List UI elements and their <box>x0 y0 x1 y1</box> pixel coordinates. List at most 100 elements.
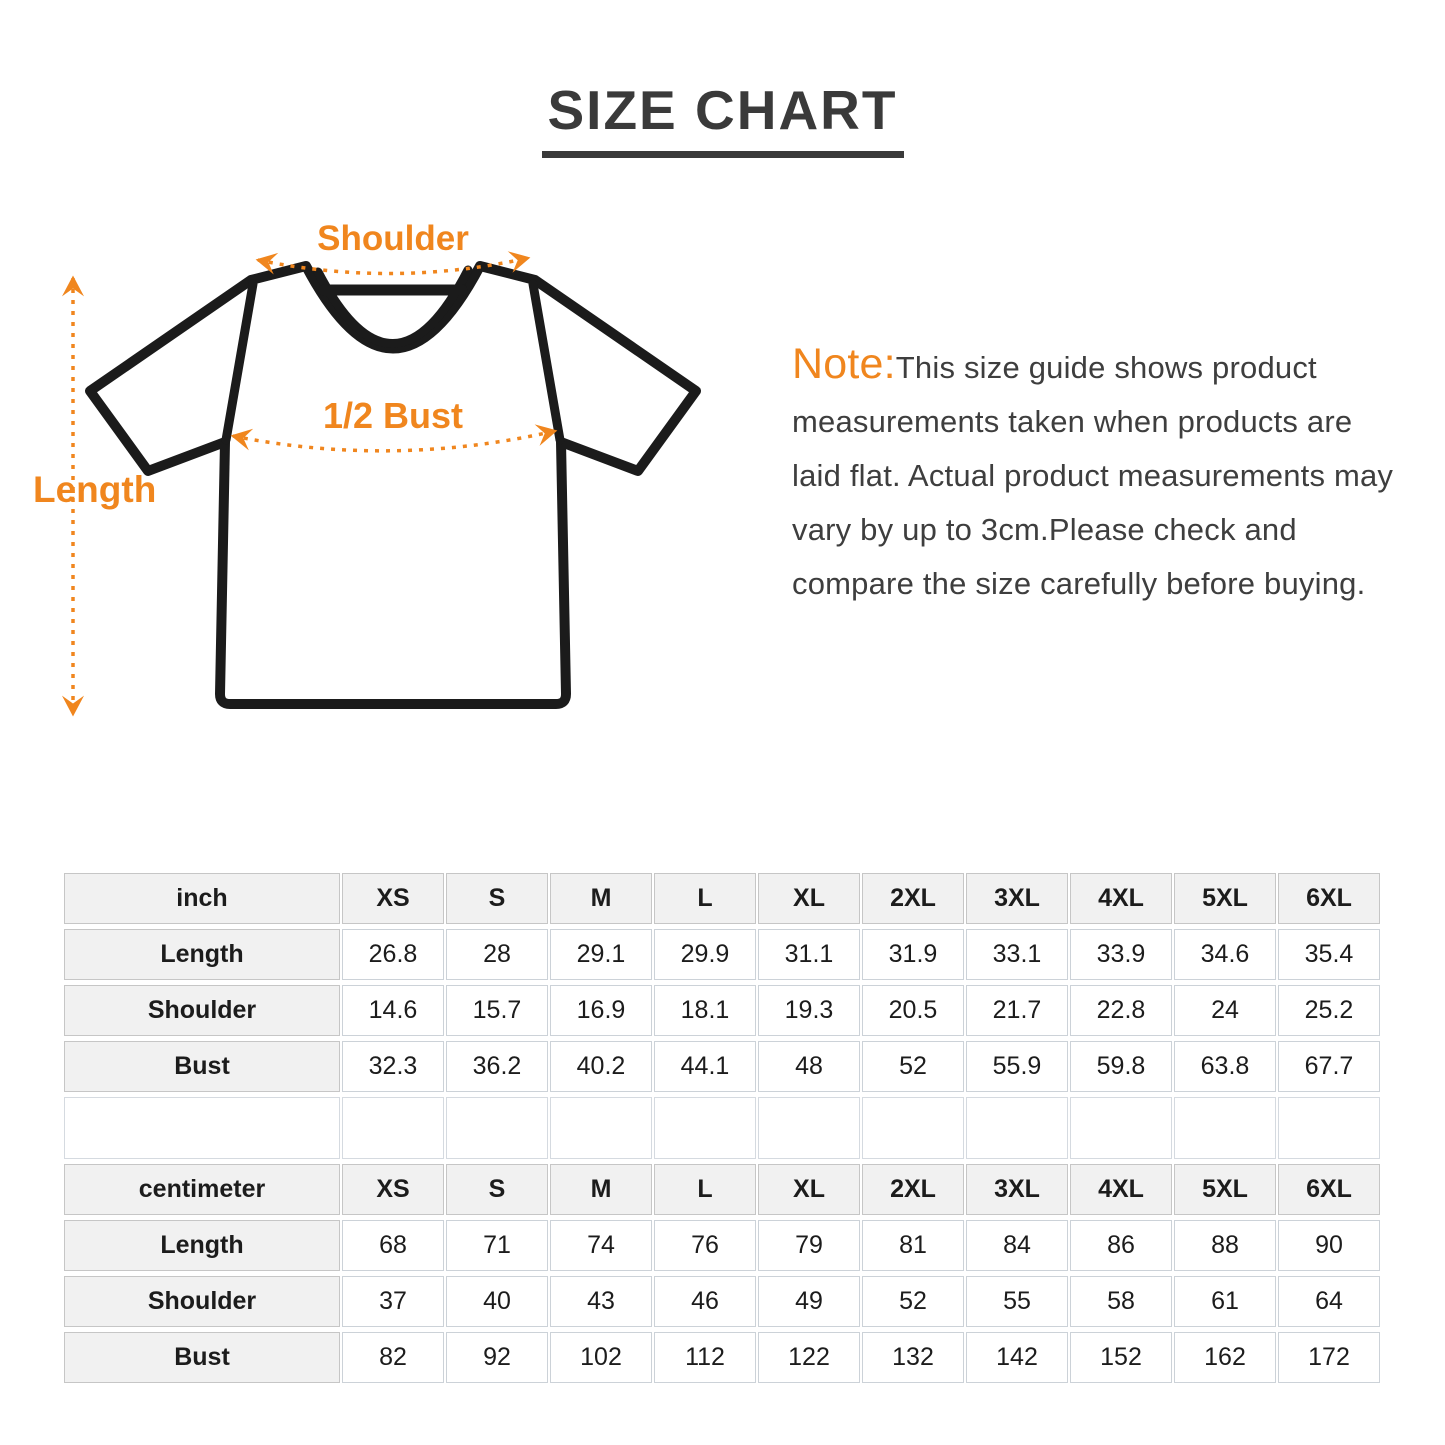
shoulder-arrow <box>255 251 531 276</box>
collar-inner-arc <box>313 265 473 348</box>
value-cell: 132 <box>862 1332 964 1383</box>
size-header-cell: 6XL <box>1278 1164 1380 1215</box>
title-wrap: SIZE CHART <box>0 78 1445 158</box>
value-cell: 31.9 <box>862 929 964 980</box>
note-prefix: Note: <box>792 340 896 388</box>
value-cell: 58 <box>1070 1276 1172 1327</box>
spacer-cell <box>1174 1097 1276 1159</box>
row-label-cell: Length <box>64 929 340 980</box>
value-cell: 55.9 <box>966 1041 1068 1092</box>
value-cell: 52 <box>862 1041 964 1092</box>
note-text: Note:This size guide shows product measu… <box>792 337 1410 611</box>
spacer-cell <box>654 1097 756 1159</box>
value-cell: 40 <box>446 1276 548 1327</box>
spacer-cell <box>64 1097 340 1159</box>
value-cell: 61 <box>1174 1276 1276 1327</box>
value-cell: 76 <box>654 1220 756 1271</box>
size-header-cell: 2XL <box>862 873 964 924</box>
value-cell: 31.1 <box>758 929 860 980</box>
size-header-cell: S <box>446 873 548 924</box>
bust-measure-label: 1/2 Bust <box>323 395 463 436</box>
spacer-cell <box>342 1097 444 1159</box>
size-header-cell: M <box>550 1164 652 1215</box>
right-sleeve-seam <box>528 279 565 445</box>
size-header-cell: 5XL <box>1174 873 1276 924</box>
value-cell: 20.5 <box>862 985 964 1036</box>
value-cell: 112 <box>654 1332 756 1383</box>
value-cell: 79 <box>758 1220 860 1271</box>
value-cell: 92 <box>446 1332 548 1383</box>
size-header-cell: XL <box>758 873 860 924</box>
size-tables: inch XS S M L XL 2XL 3XL 4XL 5XL 6XL Length 26.8 28 29… <box>62 868 1382 1388</box>
row-label-cell: Bust <box>64 1332 340 1383</box>
spacer-cell <box>1278 1097 1380 1159</box>
value-cell: 46 <box>654 1276 756 1327</box>
table-spacer-row <box>64 1097 1380 1159</box>
value-cell: 36.2 <box>446 1041 548 1092</box>
size-header-cell: L <box>654 1164 756 1215</box>
row-label-cell: Length <box>64 1220 340 1271</box>
spacer-cell <box>446 1097 548 1159</box>
table-row: Shoulder 14.6 15.7 16.9 18.1 19.3 20.5 21.7 22.8… <box>64 985 1380 1036</box>
value-cell: 32.3 <box>342 1041 444 1092</box>
value-cell: 35.4 <box>1278 929 1380 980</box>
spacer-cell <box>1070 1097 1172 1159</box>
tshirt-diagram: Shoulder 1/2 Bust Length <box>28 216 734 762</box>
value-cell: 44.1 <box>654 1041 756 1092</box>
value-cell: 22.8 <box>1070 985 1172 1036</box>
shoulder-measure-label: Shoulder <box>317 219 469 258</box>
tshirt-outline <box>85 261 701 709</box>
value-cell: 52 <box>862 1276 964 1327</box>
value-cell: 71 <box>446 1220 548 1271</box>
unit-header-cell: centimeter <box>64 1164 340 1215</box>
value-cell: 19.3 <box>758 985 860 1036</box>
table-row: Length 26.8 28 29.1 29.9 31.1 31.9 33.1 33.9 34.6… <box>64 929 1380 980</box>
value-cell: 25.2 <box>1278 985 1380 1036</box>
size-header-cell: XS <box>342 1164 444 1215</box>
value-cell: 26.8 <box>342 929 444 980</box>
value-cell: 64 <box>1278 1276 1380 1327</box>
spacer-cell <box>966 1097 1068 1159</box>
value-cell: 82 <box>342 1332 444 1383</box>
value-cell: 16.9 <box>550 985 652 1036</box>
value-cell: 29.1 <box>550 929 652 980</box>
value-cell: 24 <box>1174 985 1276 1036</box>
size-table: inch XS S M L XL 2XL 3XL 4XL 5XL 6XL Length 26.8 28 29… <box>62 868 1382 1388</box>
value-cell: 28 <box>446 929 548 980</box>
size-header-cell: 6XL <box>1278 873 1380 924</box>
size-header-cell: XS <box>342 873 444 924</box>
size-header-cell: 5XL <box>1174 1164 1276 1215</box>
value-cell: 86 <box>1070 1220 1172 1271</box>
spacer-cell <box>758 1097 860 1159</box>
value-cell: 84 <box>966 1220 1068 1271</box>
value-cell: 152 <box>1070 1332 1172 1383</box>
table-row: Shoulder 37 40 43 46 49 52 55 58 61 64 <box>64 1276 1380 1327</box>
value-cell: 102 <box>550 1332 652 1383</box>
page-title: SIZE CHART <box>541 78 904 158</box>
value-cell: 18.1 <box>654 985 756 1036</box>
size-header-cell: 3XL <box>966 1164 1068 1215</box>
table-header-row: inch XS S M L XL 2XL 3XL 4XL 5XL 6XL <box>64 873 1380 924</box>
table-row: Length 68 71 74 76 79 81 84 86 88 90 <box>64 1220 1380 1271</box>
value-cell: 63.8 <box>1174 1041 1276 1092</box>
spacer-cell <box>862 1097 964 1159</box>
spacer-cell <box>550 1097 652 1159</box>
value-cell: 40.2 <box>550 1041 652 1092</box>
value-cell: 162 <box>1174 1332 1276 1383</box>
value-cell: 49 <box>758 1276 860 1327</box>
size-header-cell: M <box>550 873 652 924</box>
value-cell: 81 <box>862 1220 964 1271</box>
table-row: Bust 32.3 36.2 40.2 44.1 48 52 55.9 59.8 63.8 67.7 <box>64 1041 1380 1092</box>
value-cell: 59.8 <box>1070 1041 1172 1092</box>
row-label-cell: Bust <box>64 1041 340 1092</box>
row-label-cell: Shoulder <box>64 1276 340 1327</box>
value-cell: 67.7 <box>1278 1041 1380 1092</box>
value-cell: 15.7 <box>446 985 548 1036</box>
value-cell: 88 <box>1174 1220 1276 1271</box>
value-cell: 74 <box>550 1220 652 1271</box>
value-cell: 14.6 <box>342 985 444 1036</box>
size-header-cell: 4XL <box>1070 1164 1172 1215</box>
size-header-cell: 4XL <box>1070 873 1172 924</box>
value-cell: 34.6 <box>1174 929 1276 980</box>
